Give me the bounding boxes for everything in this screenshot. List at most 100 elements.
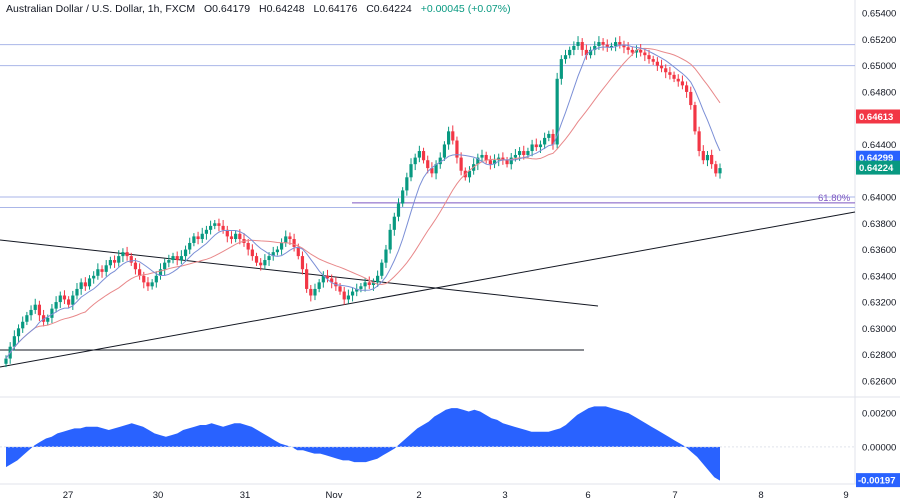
candle-body [200, 233, 204, 240]
candle-body [16, 328, 21, 337]
candle-body [150, 282, 154, 287]
candle-body [288, 236, 292, 240]
candle-body [576, 42, 580, 46]
candle-body [221, 225, 225, 230]
candle-body [171, 256, 175, 261]
price-tick-label: 0.63800 [862, 219, 896, 230]
candle-body [597, 42, 601, 46]
candle-body [367, 282, 371, 285]
price-tag-label: 0.64613 [859, 112, 893, 123]
price-tag [856, 160, 900, 175]
candle-body [29, 309, 33, 316]
candle-body [50, 308, 54, 318]
candle-body [655, 61, 659, 66]
ohlc-open: O0.64179 [203, 3, 251, 15]
price-tick-label: 0.62600 [862, 376, 896, 387]
candle-body [292, 239, 296, 247]
candle-body [672, 74, 676, 79]
candle-body [37, 304, 42, 316]
candle-body [179, 256, 183, 261]
candle-body [271, 252, 275, 257]
candle-body [234, 233, 238, 240]
candle-body [509, 157, 513, 165]
candle-body [204, 229, 209, 234]
candle-body [12, 336, 16, 347]
candle-body [250, 249, 254, 257]
symbol-title: Australian Dollar / U.S. Dollar, 1h, FXC… [6, 3, 196, 15]
candle-body [388, 229, 392, 250]
candle-body [513, 154, 518, 158]
candle-body [208, 225, 213, 230]
candle-body [446, 131, 451, 145]
candle-body [46, 317, 50, 322]
time-tick-label: 30 [153, 490, 164, 501]
time-tick-label: Nov [326, 490, 343, 501]
candle-body [325, 275, 330, 279]
candle-body [543, 137, 547, 145]
candle-body [405, 177, 409, 191]
candle-body [572, 45, 576, 50]
candle-body [129, 256, 133, 263]
candle-body [534, 144, 538, 148]
candle-body [522, 151, 526, 155]
candle-body [459, 157, 463, 171]
candle-body [58, 295, 62, 303]
histogram-tick-label: 0.00200 [862, 409, 896, 420]
time-tick-label: 8 [758, 490, 763, 501]
candle-body [647, 55, 651, 60]
candle-body [238, 233, 242, 240]
candle-body [680, 81, 685, 86]
candle-body [313, 288, 317, 296]
candle-body [693, 105, 697, 132]
candle-body [338, 286, 342, 292]
candle-body [21, 321, 25, 329]
candle-body [62, 295, 67, 300]
candle-body [355, 288, 359, 292]
candle-body [254, 256, 259, 263]
fib-level-label: 61.80% [818, 193, 851, 204]
candle-body [434, 164, 438, 174]
candle-body [442, 144, 447, 158]
price-tick-label: 0.65400 [862, 9, 896, 20]
candle-body [267, 256, 271, 261]
candle-body [614, 42, 618, 46]
candle-body [263, 260, 267, 266]
price-tick-label: 0.62800 [862, 350, 896, 361]
ohlc-close: C0.64224 [366, 3, 412, 15]
candle-body [112, 260, 117, 263]
candle-body [430, 168, 434, 174]
candle-body [651, 59, 655, 62]
candle-body [92, 275, 96, 279]
candle-body [125, 252, 129, 257]
candle-body [601, 42, 605, 45]
candle-body [634, 49, 639, 53]
candle-body [538, 144, 543, 148]
candle-body [426, 160, 430, 169]
candle-body [96, 269, 100, 276]
candle-body [225, 229, 229, 237]
candle-body [188, 242, 192, 250]
candle-body [530, 144, 534, 152]
candle-body [643, 52, 647, 56]
candle-body [284, 236, 288, 243]
candle-body [75, 288, 79, 296]
candle-body [421, 151, 426, 161]
candle-body [555, 78, 559, 145]
candle-body [588, 49, 593, 56]
time-tick-label: 2 [416, 490, 421, 501]
candle-body [317, 282, 321, 289]
histogram-tick-label: 0.00000 [862, 442, 896, 453]
candle-body [392, 216, 396, 230]
price-tick-label: 0.64800 [862, 87, 896, 98]
histogram-value-label: -0.00197 [858, 476, 896, 487]
candle-body [714, 164, 718, 174]
candle-body [163, 262, 167, 270]
candle-body [346, 295, 350, 300]
candle-body [697, 131, 701, 152]
candle-body [359, 286, 363, 289]
candle-body [138, 269, 142, 276]
price-tick-label: 0.63600 [862, 245, 896, 256]
candle-body [67, 299, 71, 305]
price-change: +0.00045 (+0.07%) [420, 3, 511, 15]
